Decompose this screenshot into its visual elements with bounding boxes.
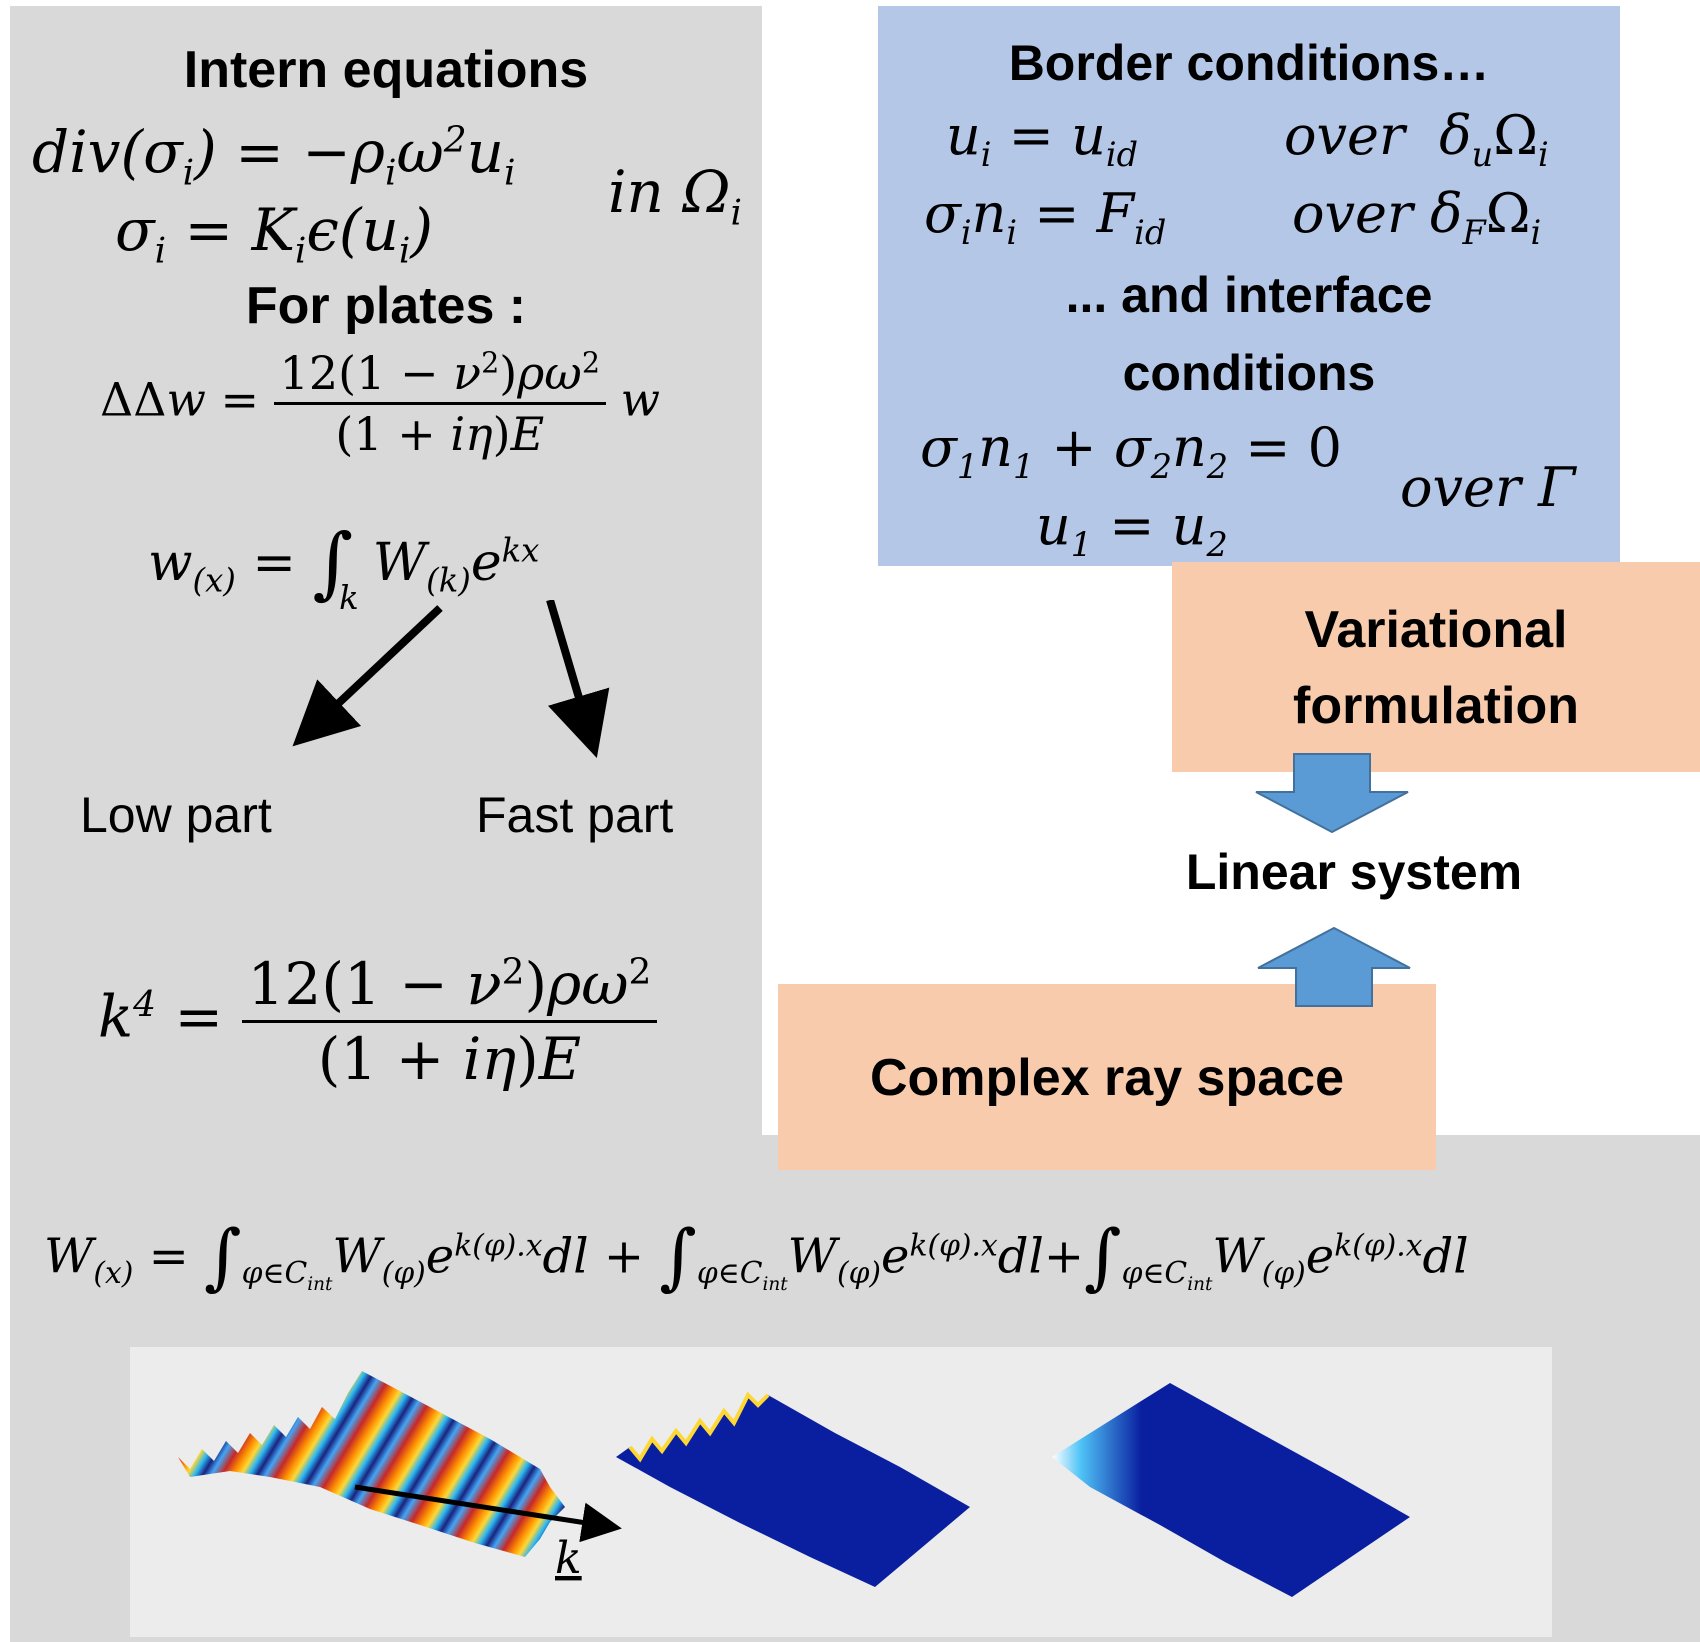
over-gamma-label: over Γ [1400, 456, 1576, 519]
fast-part-label: Fast part [476, 787, 674, 843]
neumann-condition: σini = Fid [924, 182, 1167, 252]
dispersion-relation: k4 = 12(1 − ν2)ρω2 (1 + iη)E [98, 950, 658, 1093]
variational-formulation-box: Variational formulation [1172, 562, 1700, 772]
neumann-boundary: over δFΩi [1292, 182, 1542, 252]
interface-stress-condition: σ1n1 + σ2n2 = 0 [920, 416, 1343, 486]
plates-heading: For plates : [245, 277, 527, 335]
interface-heading-line1: ... and interface [1065, 267, 1433, 323]
wave-plate-illustrations: k [130, 1347, 1552, 1637]
complex-ray-space-box: Complex ray space [778, 984, 1436, 1170]
wave-vector-arrow [354, 1484, 622, 1543]
dirichlet-boundary: over δuΩi [1284, 104, 1549, 174]
arrow-to-fast-part [546, 600, 610, 759]
propagating-wave-plate: k [178, 1371, 622, 1584]
variational-line1: Variational [1304, 601, 1568, 659]
domain-label: in Ωi [608, 158, 742, 234]
complex-ray-space-label: Complex ray space [869, 1049, 1345, 1107]
intern-equations-heading: Intern equations [183, 41, 589, 99]
ray-decomposition-equation: W(x) = ∫φ∈CintW(φ)ek(φ).xdl + ∫φ∈CintW(φ… [44, 1214, 1469, 1298]
branch-arrows [292, 600, 610, 759]
equilibrium-equation: div(σi) = −ρiω2ui [32, 118, 516, 194]
boundary-wave-plate [616, 1391, 970, 1587]
wave-vector-label: k [555, 1533, 582, 1584]
low-part-label: Low part [80, 787, 272, 843]
border-conditions-panel [878, 6, 1620, 566]
up-block-arrow [1257, 926, 1411, 1007]
dirichlet-condition: ui = uid [946, 104, 1138, 174]
intern-equations-panel [10, 6, 762, 1156]
plate-renderings: k [178, 1371, 1410, 1597]
interface-displacement-condition: u1 = u2 [1036, 494, 1228, 564]
arrow-to-low-part [292, 605, 443, 747]
linear-system-label: Linear system [1185, 844, 1523, 900]
variational-line2: formulation [1293, 677, 1579, 735]
constitutive-equation: σi = Kiϵ(ui) [115, 196, 434, 272]
plate-equation: ΔΔw = 12(1 − ν2)ρω2 (1 + iη)E w [100, 346, 660, 461]
wave-integral-equation: w(x) = ∫kW(k)ekx [148, 518, 540, 618]
evanescent-wave-plate [1052, 1383, 1410, 1597]
down-block-arrow [1255, 753, 1409, 834]
interface-heading-line2: conditions [1122, 345, 1376, 401]
border-conditions-heading: Border conditions… [1008, 35, 1490, 91]
